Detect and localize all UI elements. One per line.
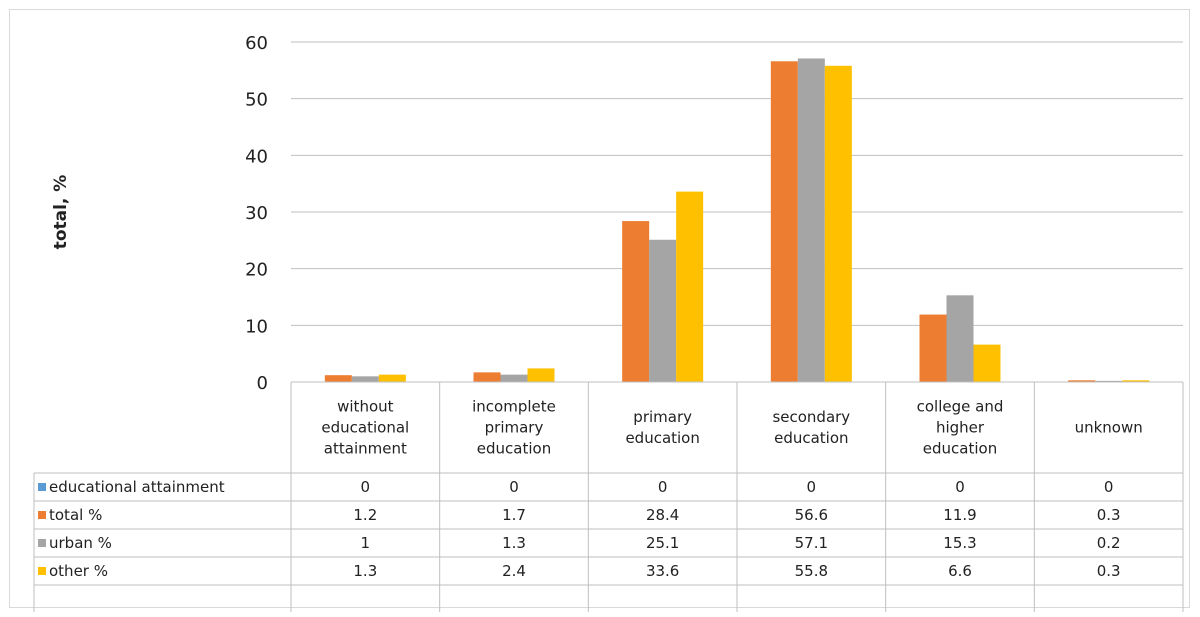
bar xyxy=(1095,380,1123,382)
legend-key xyxy=(38,511,46,519)
bar xyxy=(1068,380,1096,382)
bar xyxy=(973,344,1001,382)
x-tick-label: primary xyxy=(633,408,692,426)
bar xyxy=(676,191,704,382)
bar xyxy=(378,374,406,382)
data-table-value: 0 xyxy=(509,478,519,496)
bar xyxy=(622,221,650,382)
x-tick-label: education xyxy=(923,440,997,458)
x-tick-label: incomplete xyxy=(472,398,556,416)
x-tick-label: primary xyxy=(485,419,544,437)
x-tick-label: higher xyxy=(936,419,985,437)
y-tick-label: 50 xyxy=(245,90,268,111)
legend-key xyxy=(38,539,46,547)
y-tick-label: 40 xyxy=(245,146,268,167)
bar xyxy=(649,239,677,382)
data-table-value: 33.6 xyxy=(646,562,679,580)
data-table-value: 57.1 xyxy=(795,534,828,552)
data-table-value: 0 xyxy=(1104,478,1114,496)
y-axis-label: total, % xyxy=(51,175,71,250)
data-table-value: 1.2 xyxy=(353,506,377,524)
bar xyxy=(770,61,798,383)
y-tick-label: 60 xyxy=(245,33,268,54)
bar xyxy=(824,65,852,383)
x-tick-label: education xyxy=(774,429,848,447)
bar xyxy=(1122,380,1150,382)
y-tick-label: 30 xyxy=(245,203,268,224)
legend-label: total % xyxy=(49,506,102,524)
bar xyxy=(527,368,555,382)
data-table-value: 0.2 xyxy=(1097,534,1121,552)
x-tick-label: educational xyxy=(321,419,409,437)
data-table-value: 55.8 xyxy=(795,562,828,580)
y-tick-label: 0 xyxy=(257,373,268,394)
x-tick-label: college and xyxy=(917,398,1004,416)
data-table-value: 28.4 xyxy=(646,506,679,524)
data-table-value: 15.3 xyxy=(943,534,976,552)
data-table-value: 1.7 xyxy=(502,506,526,524)
data-table-value: 56.6 xyxy=(795,506,828,524)
data-table-value: 1.3 xyxy=(502,534,526,552)
data-table-value: 0 xyxy=(807,478,817,496)
chart-area-border xyxy=(9,9,1190,608)
bar xyxy=(797,58,825,382)
data-table-value: 25.1 xyxy=(646,534,679,552)
bar xyxy=(946,295,974,382)
y-tick-label: 20 xyxy=(245,260,268,281)
data-table-value: 0 xyxy=(658,478,668,496)
legend-key xyxy=(38,567,46,575)
data-table-value: 0 xyxy=(361,478,371,496)
legend-label: urban % xyxy=(49,534,112,552)
x-tick-label: education xyxy=(477,440,551,458)
x-tick-label: secondary xyxy=(772,408,850,426)
legend-key xyxy=(38,483,46,491)
x-tick-label: attainment xyxy=(324,440,407,458)
data-table-value: 11.9 xyxy=(943,506,976,524)
bar xyxy=(324,375,352,382)
data-table-value: 0.3 xyxy=(1097,506,1121,524)
y-tick-label: 10 xyxy=(245,316,268,337)
data-table-value: 0.3 xyxy=(1097,562,1121,580)
x-tick-label: unknown xyxy=(1075,419,1143,437)
x-tick-label: education xyxy=(625,429,699,447)
legend-label: other % xyxy=(49,562,108,580)
legend-label: educational attainment xyxy=(49,478,225,496)
x-tick-label: without xyxy=(337,398,394,416)
data-table-value: 6.6 xyxy=(948,562,972,580)
bar xyxy=(500,374,528,382)
data-table-value: 0 xyxy=(955,478,965,496)
data-table-value: 2.4 xyxy=(502,562,526,580)
bar xyxy=(351,376,379,382)
data-table-value: 1.3 xyxy=(353,562,377,580)
bar xyxy=(473,372,501,382)
bar xyxy=(919,314,947,382)
data-table-value: 1 xyxy=(361,534,371,552)
